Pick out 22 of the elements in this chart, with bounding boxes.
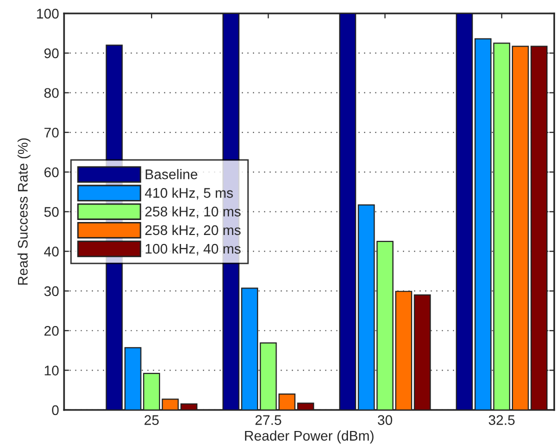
y-tick-label: 60: [44, 167, 59, 178]
legend-label: 258 kHz, 10 ms: [145, 206, 241, 218]
x-tick-label: 25: [144, 415, 159, 425]
y-tick-label: 40: [44, 246, 59, 256]
x-axis-title: Reader Power (dBm): [245, 430, 374, 444]
y-tick-label: 70: [44, 128, 59, 138]
x-tick-label: 32.5: [488, 415, 515, 425]
legend-label: Baseline: [146, 169, 198, 180]
y-axis-title: Read Success Rate (%): [18, 138, 30, 285]
y-tick-label: 0: [52, 405, 59, 416]
y-tick-label: 100: [37, 8, 59, 19]
y-tick-label: 50: [44, 207, 59, 217]
legend-label: 410 kHz, 5 ms: [144, 188, 233, 200]
legend-label: 100 kHz, 40 ms: [146, 243, 241, 256]
x-tick-label: 30: [378, 415, 392, 425]
x-tick-label: 27.5: [255, 415, 282, 425]
y-tick-label: 90: [44, 48, 59, 58]
legend-label: 258 kHz, 20 ms: [145, 224, 241, 237]
y-tick-label: 10: [44, 366, 59, 376]
y-tick-label: 80: [44, 88, 59, 98]
y-tick-label: 30: [44, 286, 59, 296]
y-tick-label: 20: [44, 326, 59, 336]
